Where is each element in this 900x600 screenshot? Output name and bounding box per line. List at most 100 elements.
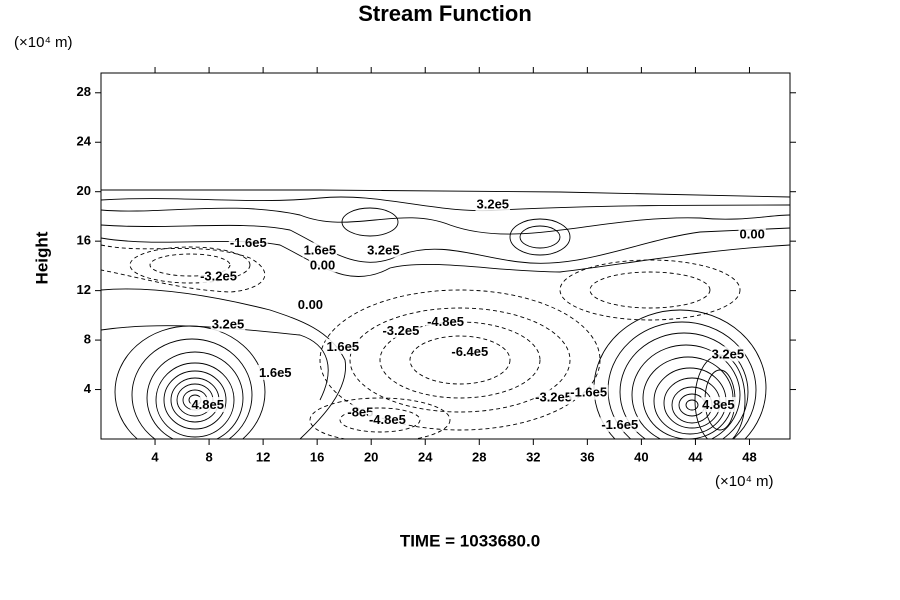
y-tick-label: 16 [77, 233, 91, 248]
x-tick-label: 36 [580, 449, 594, 464]
contour-label-bg [228, 235, 268, 251]
contour-label-bg [302, 242, 338, 258]
contour-label: 1.6e5 [327, 339, 360, 354]
contour-line [339, 407, 421, 433]
contour-label-bg [710, 346, 746, 362]
contour-label: -1.6e5 [230, 235, 267, 250]
contour-label: 4.8e5 [702, 397, 735, 412]
y-unit: (×10⁴ m) [14, 34, 73, 51]
x-tick-label: 48 [742, 449, 756, 464]
contour-label-bg [381, 322, 421, 338]
y-tick-label: 8 [84, 332, 91, 347]
contour-label: 3.2e5 [712, 346, 745, 361]
contour-line [101, 189, 790, 198]
contour-line [131, 338, 253, 439]
contour-line [341, 207, 399, 237]
contour-label: 3.2e5 [367, 242, 400, 257]
contour-label: -3.2e5 [382, 323, 419, 338]
contour-line [379, 321, 541, 399]
contour-label-bg [210, 316, 246, 332]
contour-label: 0.00 [310, 257, 335, 272]
contour-line [101, 244, 266, 293]
contour-label: 1.6e5 [304, 242, 337, 257]
contour-label-bg [701, 397, 736, 413]
contour-line [631, 344, 741, 439]
time-label: TIME = 1033680.0 [400, 531, 540, 550]
contour-label: -8e5 [347, 404, 373, 419]
contour-label: -1.6e5 [570, 385, 607, 400]
x-tick-label: 44 [688, 449, 703, 464]
contour-label-bg [346, 404, 375, 420]
contour-line [409, 335, 511, 385]
contour-line [101, 196, 790, 212]
contour-line [509, 218, 571, 256]
contour-label-bg [190, 397, 226, 413]
contour-label: -6.4e5 [451, 344, 488, 359]
contour-label-bg [475, 196, 511, 212]
x-tick-label: 8 [205, 449, 212, 464]
plot-frame [100, 72, 791, 440]
x-tick-label: 40 [634, 449, 648, 464]
contour-line [101, 224, 790, 264]
contour-label-bg [367, 411, 407, 427]
y-tick-label: 4 [84, 381, 92, 396]
contour-line [685, 399, 699, 411]
contour-label-bg [450, 343, 490, 359]
contour-label: -4.8e5 [427, 314, 464, 329]
contour-label-bg [569, 384, 609, 400]
contour-line [163, 370, 227, 430]
x-tick-label: 24 [418, 449, 433, 464]
contour-line [101, 207, 790, 235]
contour-line [589, 271, 711, 309]
contour-label-bg [325, 338, 361, 354]
contour-line [559, 259, 741, 321]
contour-label-bg [738, 226, 766, 242]
contour-label: 1.6e5 [259, 365, 292, 380]
x-tick-label: 32 [526, 449, 540, 464]
contour-label-bg [199, 268, 238, 284]
contour-label: -3.2e5 [535, 390, 572, 405]
contour-label: -3.2e5 [200, 268, 237, 283]
x-unit: (×10⁴ m) [715, 473, 774, 490]
contour-label: 4.8e5 [191, 397, 224, 412]
contour-label-bg [534, 389, 574, 405]
contour-line [678, 393, 706, 417]
y-tick-label: 20 [77, 183, 91, 198]
contour-label: 0.00 [298, 297, 323, 312]
contour-label-bg [600, 416, 640, 432]
contour-line [155, 362, 235, 438]
contour-line [101, 237, 790, 277]
contour-label: 0.00 [740, 226, 765, 241]
contour-label: 3.2e5 [212, 317, 245, 332]
contour-label-bg [296, 296, 325, 312]
contour-label: -4.8e5 [369, 412, 406, 427]
contour-line [619, 332, 749, 439]
contour-line [114, 325, 266, 439]
contour-line [309, 397, 451, 439]
contour-label-bg [366, 242, 401, 258]
vortex-left [114, 325, 266, 439]
chart-title: Stream Function [358, 1, 532, 26]
contour-line [101, 325, 329, 401]
contour-label-bg [308, 257, 337, 273]
x-tick-label: 20 [364, 449, 378, 464]
contour-label-bg [258, 364, 293, 380]
contour-line [349, 307, 571, 413]
y-tick-label: 24 [77, 134, 92, 149]
y-tick-label: 12 [77, 282, 91, 297]
contour-line [129, 246, 251, 284]
contour-line [519, 225, 561, 249]
x-tick-label: 28 [472, 449, 486, 464]
x-tick-label: 12 [256, 449, 270, 464]
y-tick-label: 28 [77, 84, 91, 99]
x-tick-label: 16 [310, 449, 324, 464]
contour-label-bg [426, 314, 465, 330]
y-axis-title: Height [32, 231, 51, 284]
contour-line [149, 253, 231, 277]
contour-label: -1.6e5 [601, 417, 638, 432]
contour-label: 3.2e5 [477, 197, 510, 212]
vortex-right [593, 309, 767, 439]
contour-line [146, 351, 244, 439]
contour-line [101, 288, 346, 439]
